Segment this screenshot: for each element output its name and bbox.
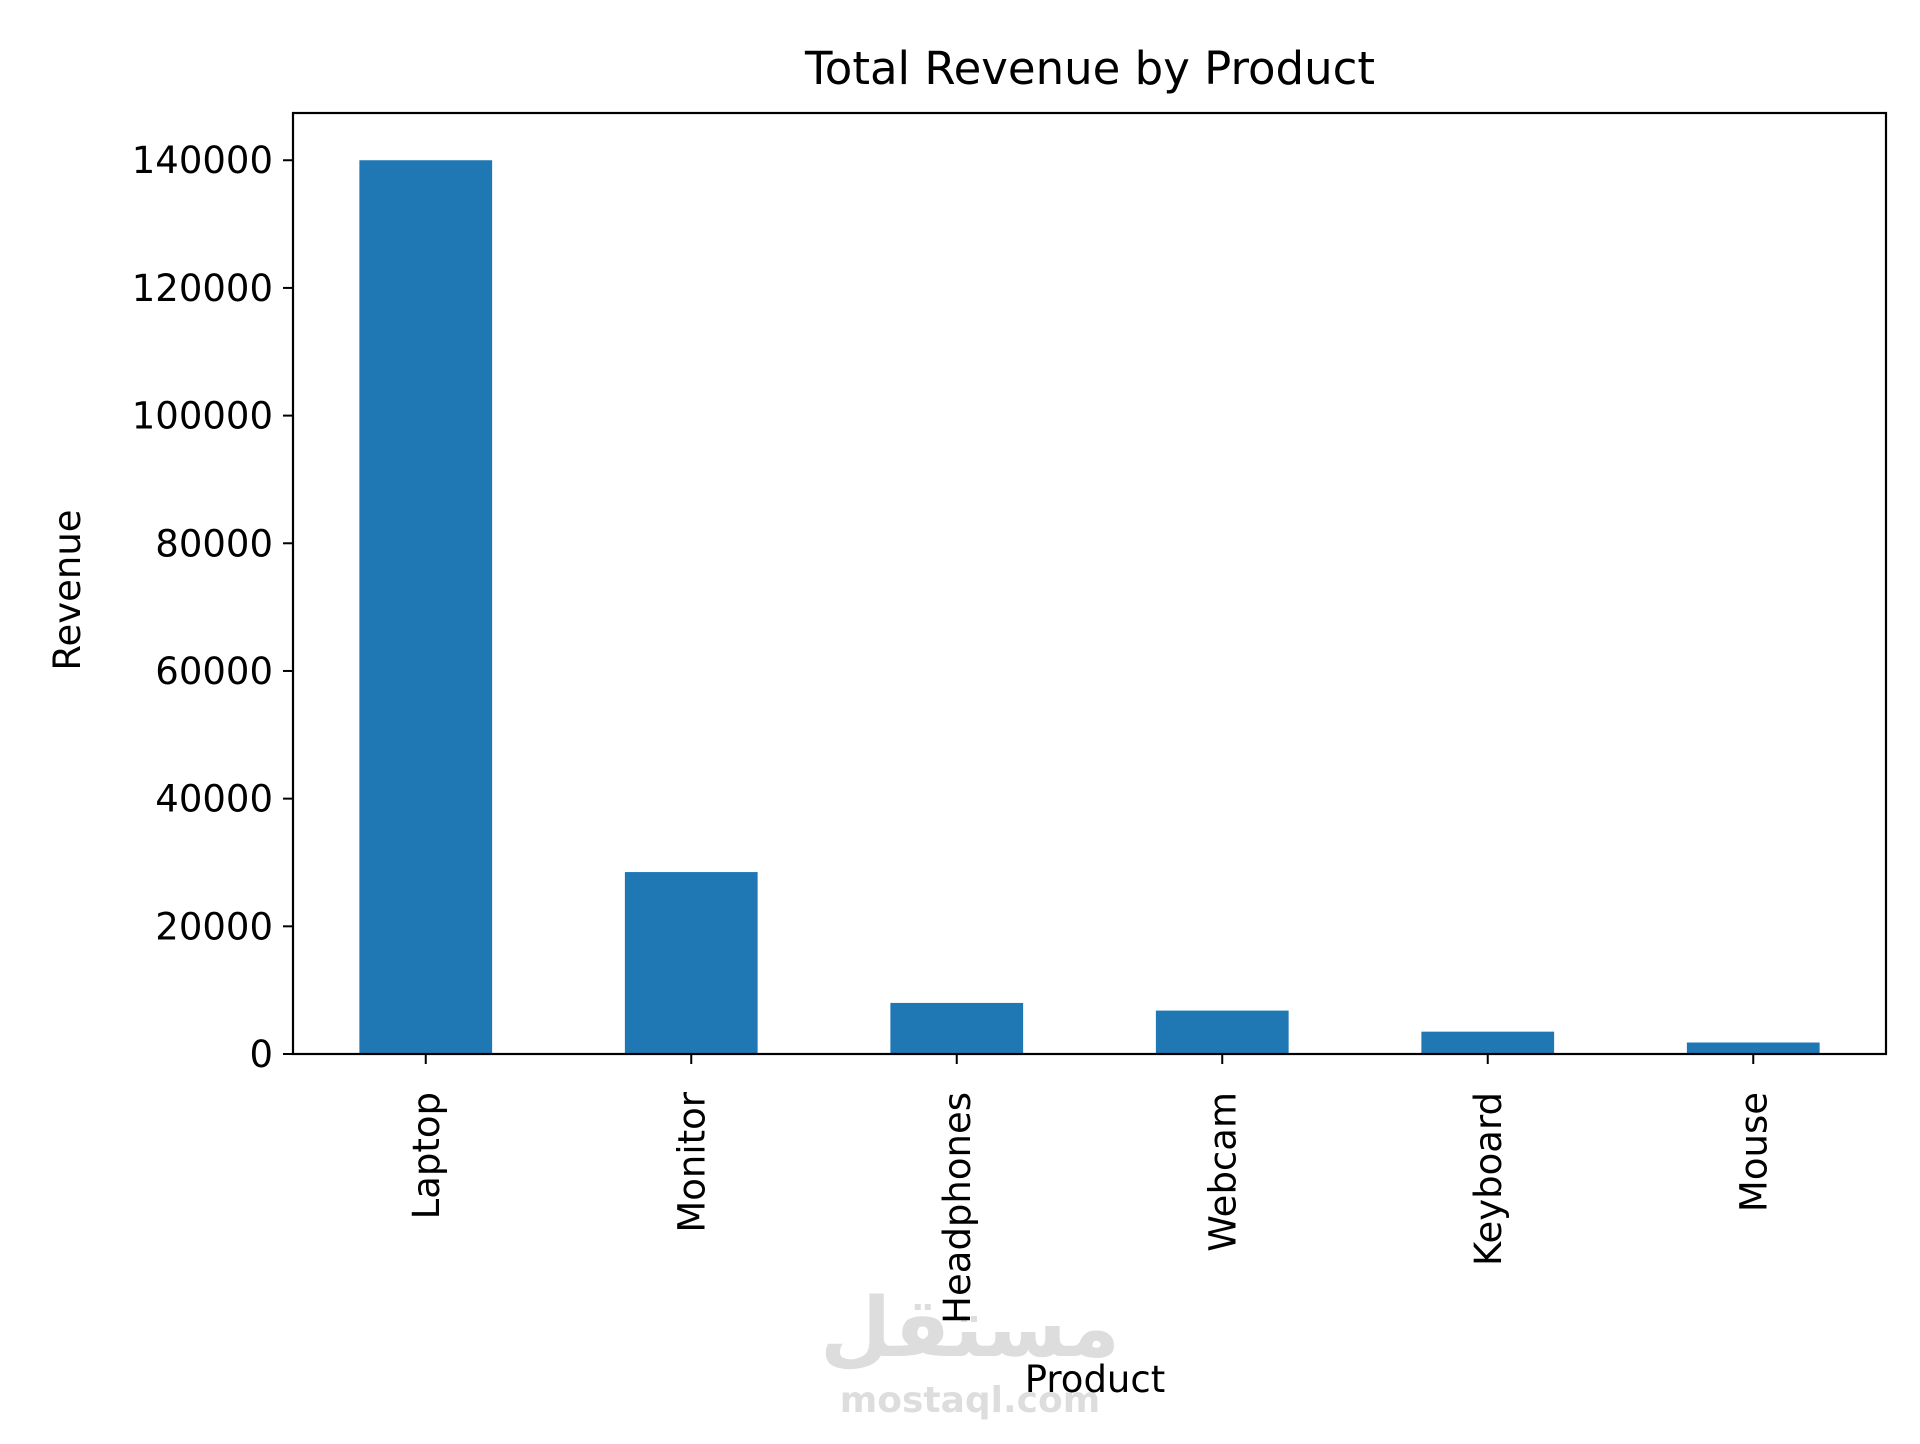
x-axis-ticks: Laptop Monitor Headphones Webcam Keyboard Mou…: [405, 1054, 1775, 1324]
bar-monitor: [624, 872, 758, 1054]
bar-keyboard: [1421, 1031, 1555, 1054]
plot-frame: [291, 111, 1888, 1056]
y-tick-label: 60000: [155, 650, 273, 693]
x-tick-label: Keyboard: [1467, 1092, 1510, 1266]
watermark-url: mostaql.com: [840, 1380, 1101, 1421]
y-tick-label: 120000: [132, 267, 273, 310]
y-tick-label: 140000: [132, 139, 273, 182]
y-tick-label: 0: [249, 1033, 273, 1076]
y-tick-label: 100000: [132, 395, 273, 438]
y-tick-label: 40000: [155, 778, 273, 821]
watermark-logo: مستقل: [820, 1281, 1120, 1376]
bar-laptop: [359, 160, 493, 1055]
y-axis-ticks: 0 20000 40000 60000 80000 100000 120000 140000: [132, 139, 293, 1076]
y-tick-label: 80000: [155, 522, 273, 565]
x-tick-label: Laptop: [405, 1092, 448, 1219]
watermark: مستقل mostaql.com: [820, 1281, 1120, 1421]
chart-title: Total Revenue by Product: [804, 42, 1375, 95]
x-axis-label: Product: [1025, 1358, 1165, 1401]
y-tick-label: 20000: [155, 905, 273, 948]
x-tick-label: Webcam: [1201, 1092, 1244, 1252]
bars-layer: [359, 160, 1820, 1055]
bar-headphones: [890, 1002, 1024, 1054]
x-tick-label: Mouse: [1732, 1092, 1775, 1212]
x-tick-label: Monitor: [670, 1091, 713, 1232]
bar-webcam: [1155, 1010, 1289, 1054]
x-tick-label: Headphones: [936, 1092, 979, 1324]
y-axis-label: Revenue: [46, 509, 89, 670]
bar-mouse: [1686, 1042, 1820, 1054]
